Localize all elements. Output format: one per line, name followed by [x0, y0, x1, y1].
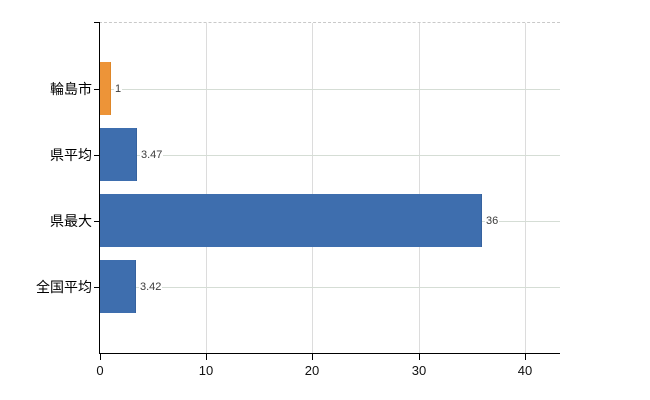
x-axis-tick: [206, 354, 207, 360]
y-axis-tick: [94, 221, 100, 222]
y-axis-tick: [94, 89, 100, 90]
x-tick-label: 40: [517, 363, 533, 378]
vertical-gridline: [419, 23, 420, 353]
bar-県最大: [100, 194, 482, 247]
y-axis-tick: [94, 155, 100, 156]
horizontal-gridline: [100, 155, 560, 156]
value-label: 3.42: [139, 280, 163, 294]
bar-県平均: [100, 128, 137, 181]
plot-area: 1 3.47 36 3.42: [94, 22, 560, 360]
value-label: 3.47: [140, 148, 164, 162]
category-label: 全国平均: [36, 279, 92, 295]
horizontal-gridline: [100, 89, 560, 90]
x-tick-label: 10: [198, 363, 214, 378]
vertical-gridline: [206, 23, 207, 353]
bar-全国平均: [100, 260, 136, 313]
value-label: 1: [114, 82, 123, 96]
x-tick-label: 0: [96, 363, 104, 378]
y-axis-top-tick: [94, 22, 100, 23]
x-tick-label: 30: [411, 363, 427, 378]
horizontal-gridline: [100, 287, 560, 288]
x-axis-tick: [419, 354, 420, 360]
vertical-gridline: [312, 23, 313, 353]
category-label: 輪島市: [50, 81, 92, 97]
y-axis-tick: [94, 287, 100, 288]
bar-輪島市: [100, 62, 111, 115]
category-label: 県最大: [50, 213, 92, 229]
x-tick-label: 20: [304, 363, 320, 378]
x-axis-tick: [312, 354, 313, 360]
vertical-gridline: [525, 23, 526, 353]
category-label: 県平均: [50, 147, 92, 163]
x-axis-tick: [100, 354, 101, 360]
x-axis-tick: [525, 354, 526, 360]
value-label: 36: [485, 214, 500, 228]
